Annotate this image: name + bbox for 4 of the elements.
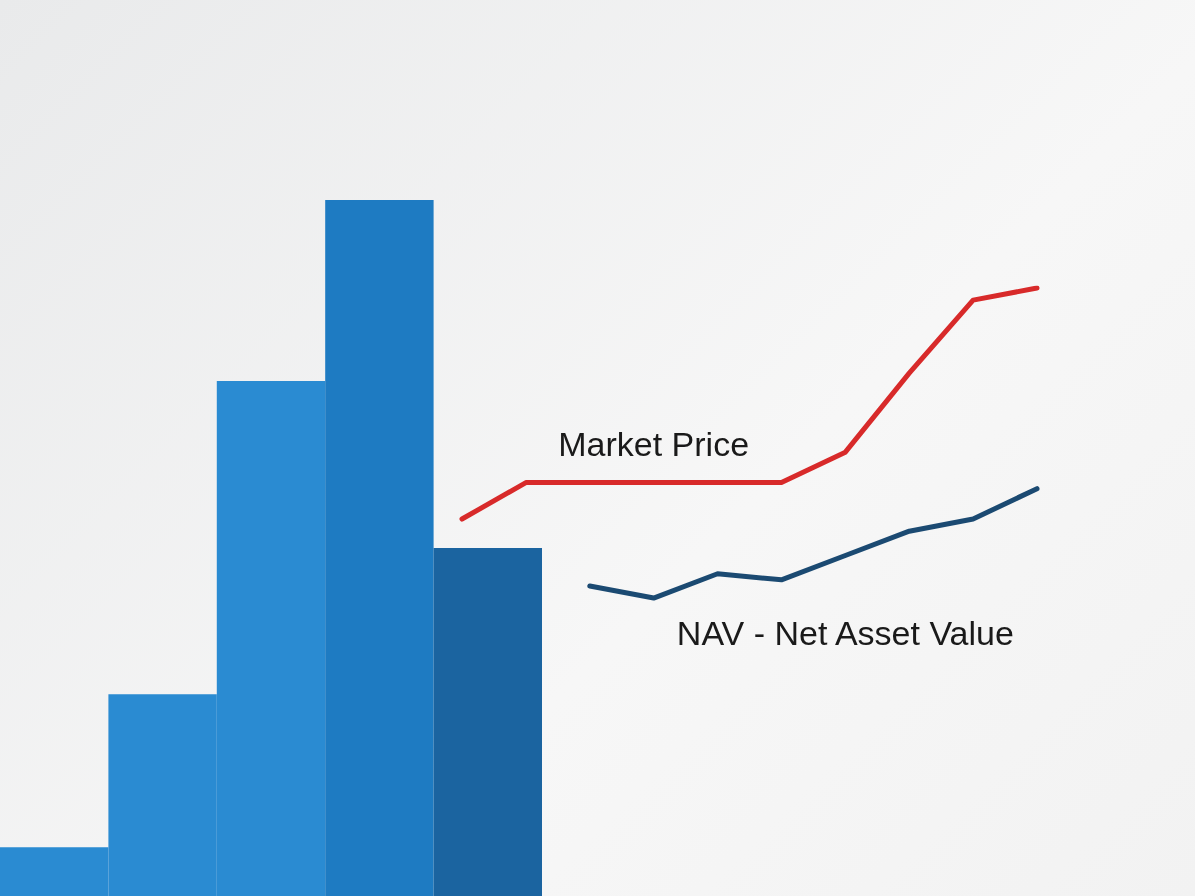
bar xyxy=(325,200,434,896)
bar xyxy=(433,548,542,896)
series-label: NAV - Net Asset Value xyxy=(676,613,1014,652)
series-label: Market Price xyxy=(558,424,750,463)
